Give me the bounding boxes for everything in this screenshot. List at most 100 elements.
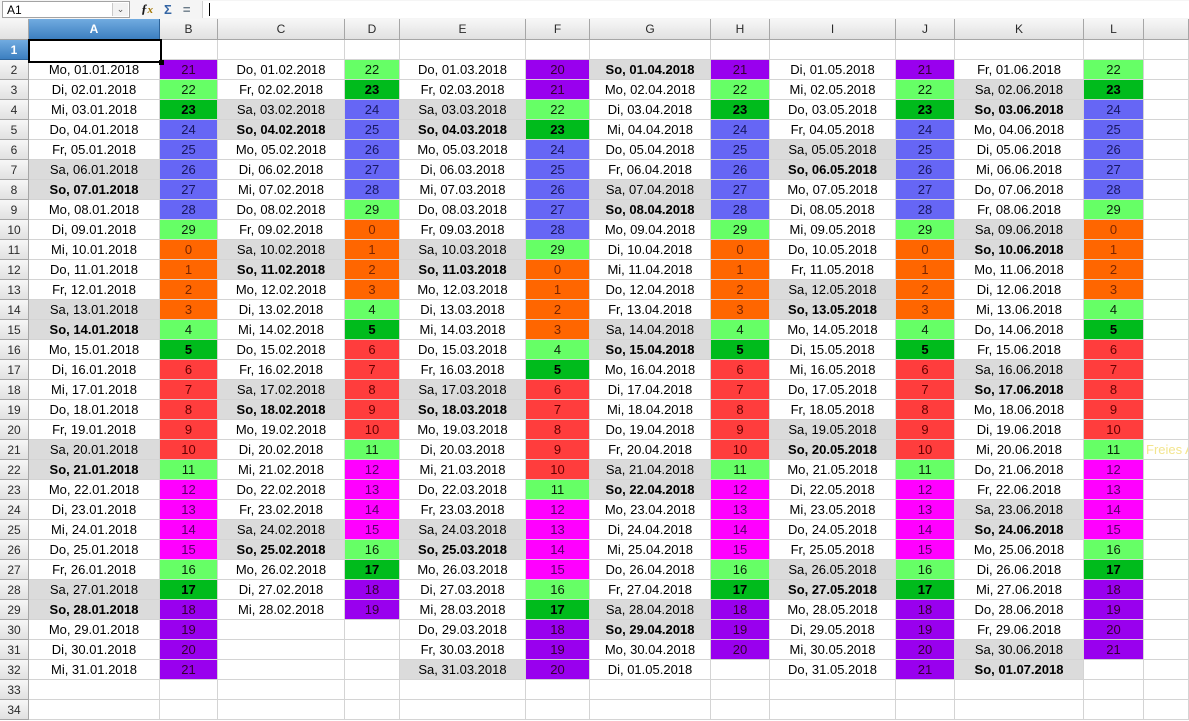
date-cell-K11[interactable]: So, 10.06.2018 — [955, 240, 1084, 260]
date-cell-K32[interactable]: So, 01.07.2018 — [955, 660, 1084, 680]
value-cell-F10[interactable]: 28 — [526, 220, 590, 240]
date-cell-C13[interactable]: Mo, 12.02.2018 — [218, 280, 345, 300]
value-cell-J6[interactable]: 25 — [896, 140, 955, 160]
value-cell-J21[interactable]: 10 — [896, 440, 955, 460]
value-cell-B7[interactable]: 26 — [160, 160, 218, 180]
value-cell-J26[interactable]: 15 — [896, 540, 955, 560]
date-cell-A26[interactable]: Do, 25.01.2018 — [29, 540, 160, 560]
row-header-28[interactable]: 28 — [0, 580, 29, 600]
date-cell-K24[interactable]: Sa, 23.06.2018 — [955, 500, 1084, 520]
value-cell-D23[interactable]: 13 — [345, 480, 400, 500]
date-cell-I10[interactable]: Mi, 09.05.2018 — [770, 220, 896, 240]
value-cell-J30[interactable]: 19 — [896, 620, 955, 640]
value-cell-D1[interactable] — [345, 40, 400, 60]
date-cell-A16[interactable]: Mo, 15.01.2018 — [29, 340, 160, 360]
value-cell-L13[interactable]: 3 — [1084, 280, 1144, 300]
column-header-H[interactable]: H — [711, 19, 770, 40]
cell-partial-9[interactable] — [1144, 200, 1189, 220]
value-cell-H21[interactable]: 10 — [711, 440, 770, 460]
value-cell-H2[interactable]: 21 — [711, 60, 770, 80]
date-cell-E22[interactable]: Mi, 21.03.2018 — [400, 460, 526, 480]
value-cell-F23[interactable]: 11 — [526, 480, 590, 500]
value-cell-F15[interactable]: 3 — [526, 320, 590, 340]
value-cell-L18[interactable]: 8 — [1084, 380, 1144, 400]
value-cell-D17[interactable]: 7 — [345, 360, 400, 380]
date-cell-K22[interactable]: Do, 21.06.2018 — [955, 460, 1084, 480]
value-cell-D12[interactable]: 2 — [345, 260, 400, 280]
value-cell-F33[interactable] — [526, 680, 590, 700]
value-cell-J5[interactable]: 24 — [896, 120, 955, 140]
function-wizard-icon[interactable]: ƒx — [141, 1, 153, 16]
value-cell-F14[interactable]: 2 — [526, 300, 590, 320]
date-cell-I12[interactable]: Fr, 11.05.2018 — [770, 260, 896, 280]
value-cell-D25[interactable]: 15 — [345, 520, 400, 540]
value-cell-H6[interactable]: 25 — [711, 140, 770, 160]
row-header-17[interactable]: 17 — [0, 360, 29, 380]
value-cell-L31[interactable]: 21 — [1084, 640, 1144, 660]
value-cell-B3[interactable]: 22 — [160, 80, 218, 100]
date-cell-A4[interactable]: Mi, 03.01.2018 — [29, 100, 160, 120]
corner-select-all-box[interactable] — [0, 19, 29, 40]
date-cell-K4[interactable]: So, 03.06.2018 — [955, 100, 1084, 120]
cell-partial-3[interactable] — [1144, 80, 1189, 100]
value-cell-J19[interactable]: 8 — [896, 400, 955, 420]
date-cell-A6[interactable]: Fr, 05.01.2018 — [29, 140, 160, 160]
date-cell-K6[interactable]: Di, 05.06.2018 — [955, 140, 1084, 160]
date-cell-K31[interactable]: Sa, 30.06.2018 — [955, 640, 1084, 660]
value-cell-J25[interactable]: 14 — [896, 520, 955, 540]
cell-partial-4[interactable] — [1144, 100, 1189, 120]
date-cell-K27[interactable]: Di, 26.06.2018 — [955, 560, 1084, 580]
value-cell-L23[interactable]: 13 — [1084, 480, 1144, 500]
value-cell-J34[interactable] — [896, 700, 955, 720]
value-cell-J17[interactable]: 6 — [896, 360, 955, 380]
date-cell-C16[interactable]: Do, 15.02.2018 — [218, 340, 345, 360]
value-cell-B14[interactable]: 3 — [160, 300, 218, 320]
date-cell-K3[interactable]: Sa, 02.06.2018 — [955, 80, 1084, 100]
date-cell-E9[interactable]: Do, 08.03.2018 — [400, 200, 526, 220]
date-cell-G32[interactable]: Di, 01.05.2018 — [590, 660, 711, 680]
value-cell-L34[interactable] — [1084, 700, 1144, 720]
row-header-5[interactable]: 5 — [0, 120, 29, 140]
value-cell-B30[interactable]: 19 — [160, 620, 218, 640]
column-header-L[interactable]: L — [1084, 19, 1144, 40]
value-cell-H1[interactable] — [711, 40, 770, 60]
overflow-note-text[interactable]: Freies A — [1144, 440, 1189, 460]
value-cell-D14[interactable]: 4 — [345, 300, 400, 320]
date-cell-A17[interactable]: Di, 16.01.2018 — [29, 360, 160, 380]
value-cell-D31[interactable] — [345, 640, 400, 660]
date-cell-I17[interactable]: Mi, 16.05.2018 — [770, 360, 896, 380]
date-cell-C23[interactable]: Do, 22.02.2018 — [218, 480, 345, 500]
value-cell-J10[interactable]: 29 — [896, 220, 955, 240]
column-header-D[interactable]: D — [345, 19, 400, 40]
date-cell-C27[interactable]: Mo, 26.02.2018 — [218, 560, 345, 580]
value-cell-J3[interactable]: 22 — [896, 80, 955, 100]
date-cell-E13[interactable]: Mo, 12.03.2018 — [400, 280, 526, 300]
date-cell-I4[interactable]: Do, 03.05.2018 — [770, 100, 896, 120]
date-cell-K10[interactable]: Sa, 09.06.2018 — [955, 220, 1084, 240]
value-cell-D11[interactable]: 1 — [345, 240, 400, 260]
date-cell-I16[interactable]: Di, 15.05.2018 — [770, 340, 896, 360]
date-cell-A24[interactable]: Di, 23.01.2018 — [29, 500, 160, 520]
value-cell-L12[interactable]: 2 — [1084, 260, 1144, 280]
date-cell-E24[interactable]: Fr, 23.03.2018 — [400, 500, 526, 520]
date-cell-G25[interactable]: Di, 24.04.2018 — [590, 520, 711, 540]
date-cell-K18[interactable]: So, 17.06.2018 — [955, 380, 1084, 400]
date-cell-C2[interactable]: Do, 01.02.2018 — [218, 60, 345, 80]
date-cell-A23[interactable]: Mo, 22.01.2018 — [29, 480, 160, 500]
value-cell-L20[interactable]: 10 — [1084, 420, 1144, 440]
cell-partial-7[interactable] — [1144, 160, 1189, 180]
row-header-19[interactable]: 19 — [0, 400, 29, 420]
date-cell-E28[interactable]: Di, 27.03.2018 — [400, 580, 526, 600]
date-cell-A29[interactable]: So, 28.01.2018 — [29, 600, 160, 620]
date-cell-G33[interactable] — [590, 680, 711, 700]
cell-partial-25[interactable] — [1144, 520, 1189, 540]
date-cell-C1[interactable] — [218, 40, 345, 60]
value-cell-F30[interactable]: 18 — [526, 620, 590, 640]
date-cell-G19[interactable]: Mi, 18.04.2018 — [590, 400, 711, 420]
date-cell-E15[interactable]: Mi, 14.03.2018 — [400, 320, 526, 340]
value-cell-H25[interactable]: 14 — [711, 520, 770, 540]
row-header-29[interactable]: 29 — [0, 600, 29, 620]
value-cell-D29[interactable]: 19 — [345, 600, 400, 620]
cell-partial-6[interactable] — [1144, 140, 1189, 160]
date-cell-K26[interactable]: Mo, 25.06.2018 — [955, 540, 1084, 560]
